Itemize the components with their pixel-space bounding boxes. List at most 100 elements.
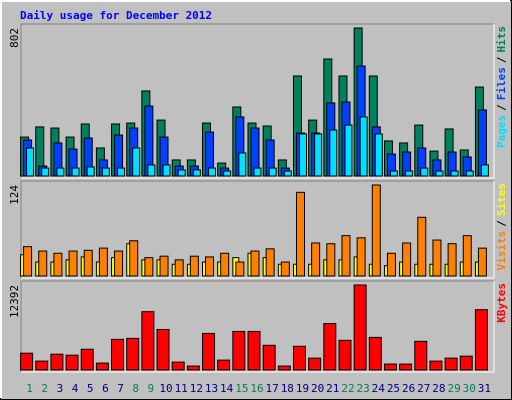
bar	[217, 359, 231, 371]
bar	[253, 167, 262, 177]
bar	[326, 243, 336, 277]
bar	[405, 170, 414, 177]
legend-separator: /	[495, 220, 508, 227]
x-tick-label: 2	[41, 382, 48, 395]
bar	[186, 365, 200, 371]
bar	[26, 147, 35, 177]
legend-entry: Files	[495, 67, 508, 100]
bar	[53, 252, 63, 277]
x-tick-label: 6	[102, 382, 109, 395]
bar	[417, 216, 427, 277]
bar	[50, 353, 64, 371]
x-tick-label: 3	[57, 382, 64, 395]
bar	[477, 247, 487, 277]
x-tick-label: 15	[235, 382, 248, 395]
x-tick-label: 31	[478, 382, 491, 395]
x-tick-label: 7	[117, 382, 124, 395]
bar	[465, 170, 474, 177]
bar	[353, 284, 367, 371]
x-tick-label: 10	[159, 382, 172, 395]
bar	[280, 261, 290, 277]
x-tick-label: 30	[463, 382, 476, 395]
bar	[374, 133, 383, 177]
bar	[447, 243, 457, 277]
bar	[250, 250, 260, 277]
bar	[459, 355, 473, 371]
bar	[389, 170, 398, 177]
bar	[98, 247, 108, 277]
bar	[308, 357, 322, 371]
bar	[238, 152, 247, 177]
legend-separator: /	[495, 56, 508, 63]
bar	[38, 250, 48, 277]
bar	[80, 348, 94, 371]
x-tick-label: 12	[190, 382, 203, 395]
bar	[283, 170, 292, 177]
y-tick-label: 12392	[8, 285, 21, 318]
legend: KBytes	[495, 283, 508, 323]
bar	[450, 170, 459, 177]
legend-entry: Pages	[495, 115, 508, 148]
bar	[402, 242, 412, 277]
bar	[162, 164, 171, 177]
legend-entry: Hits	[495, 26, 508, 53]
bar	[177, 169, 186, 177]
bar	[83, 249, 93, 277]
bar	[141, 311, 155, 371]
legend: Visits / Sites	[495, 183, 508, 271]
bar	[265, 248, 275, 277]
bar	[159, 255, 169, 277]
bar	[189, 255, 199, 277]
bar	[462, 235, 472, 277]
bar	[268, 167, 277, 177]
x-tick-label: 1	[26, 382, 33, 395]
bar	[232, 330, 246, 371]
bar	[174, 259, 184, 277]
bar	[298, 133, 307, 177]
bar	[111, 338, 125, 371]
bar	[474, 309, 488, 371]
legend-separator: /	[495, 104, 508, 111]
bar	[277, 365, 291, 371]
bar	[65, 354, 79, 371]
bar	[386, 252, 396, 277]
x-tick-label: 8	[132, 382, 139, 395]
bar	[429, 360, 443, 371]
bar	[341, 235, 351, 277]
x-tick-label: 11	[175, 382, 188, 395]
bar	[414, 340, 428, 371]
bar	[344, 124, 353, 177]
x-tick-label: 23	[357, 382, 370, 395]
bar	[295, 191, 305, 277]
bar	[202, 332, 216, 371]
x-tick-label: 22	[341, 382, 354, 395]
bar	[101, 167, 110, 177]
x-tick-label: 16	[250, 382, 263, 395]
bar	[147, 164, 156, 177]
bar	[71, 167, 80, 177]
bar	[359, 116, 368, 177]
bar	[399, 363, 413, 371]
bar	[86, 166, 95, 177]
bar	[23, 246, 33, 277]
bar	[156, 328, 170, 371]
bar	[383, 363, 397, 371]
x-tick-label: 14	[220, 382, 234, 395]
x-tick-label: 29	[447, 382, 460, 395]
bar	[205, 256, 215, 277]
x-tick-label: 26	[402, 382, 415, 395]
bar	[35, 360, 49, 371]
bar	[435, 170, 444, 177]
x-tick-label: 28	[432, 382, 445, 395]
bar	[223, 170, 232, 177]
bar	[292, 345, 306, 371]
x-tick-label: 18	[281, 382, 294, 395]
bar	[220, 252, 230, 277]
bar	[208, 167, 217, 177]
bar	[420, 167, 429, 177]
x-tick-label: 21	[326, 382, 339, 395]
x-tick-label: 4	[72, 382, 79, 395]
bar	[480, 164, 489, 177]
